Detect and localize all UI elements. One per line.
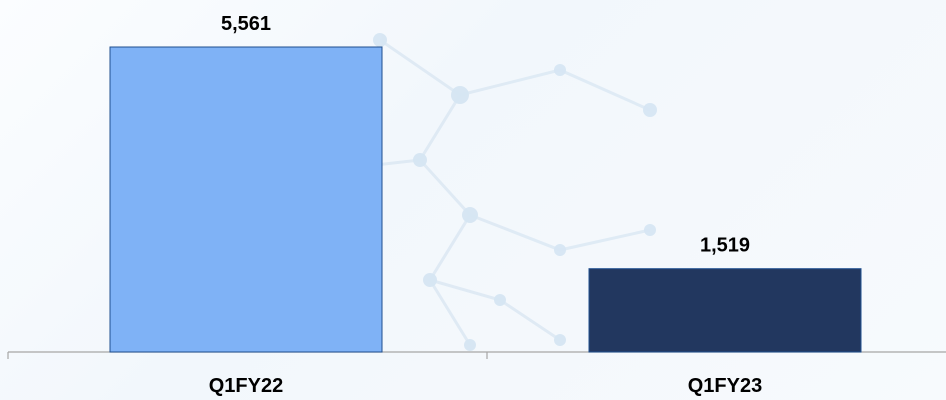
data-label-q1fy22: 5,561 — [221, 13, 271, 35]
bar-q1fy23 — [588, 268, 862, 353]
data-label-q1fy23: 1,519 — [700, 235, 750, 257]
tick-label-q1fy23: Q1FY23 — [688, 375, 762, 397]
bar-q1fy22 — [109, 46, 383, 353]
tick-label-q1fy22: Q1FY22 — [209, 375, 283, 397]
